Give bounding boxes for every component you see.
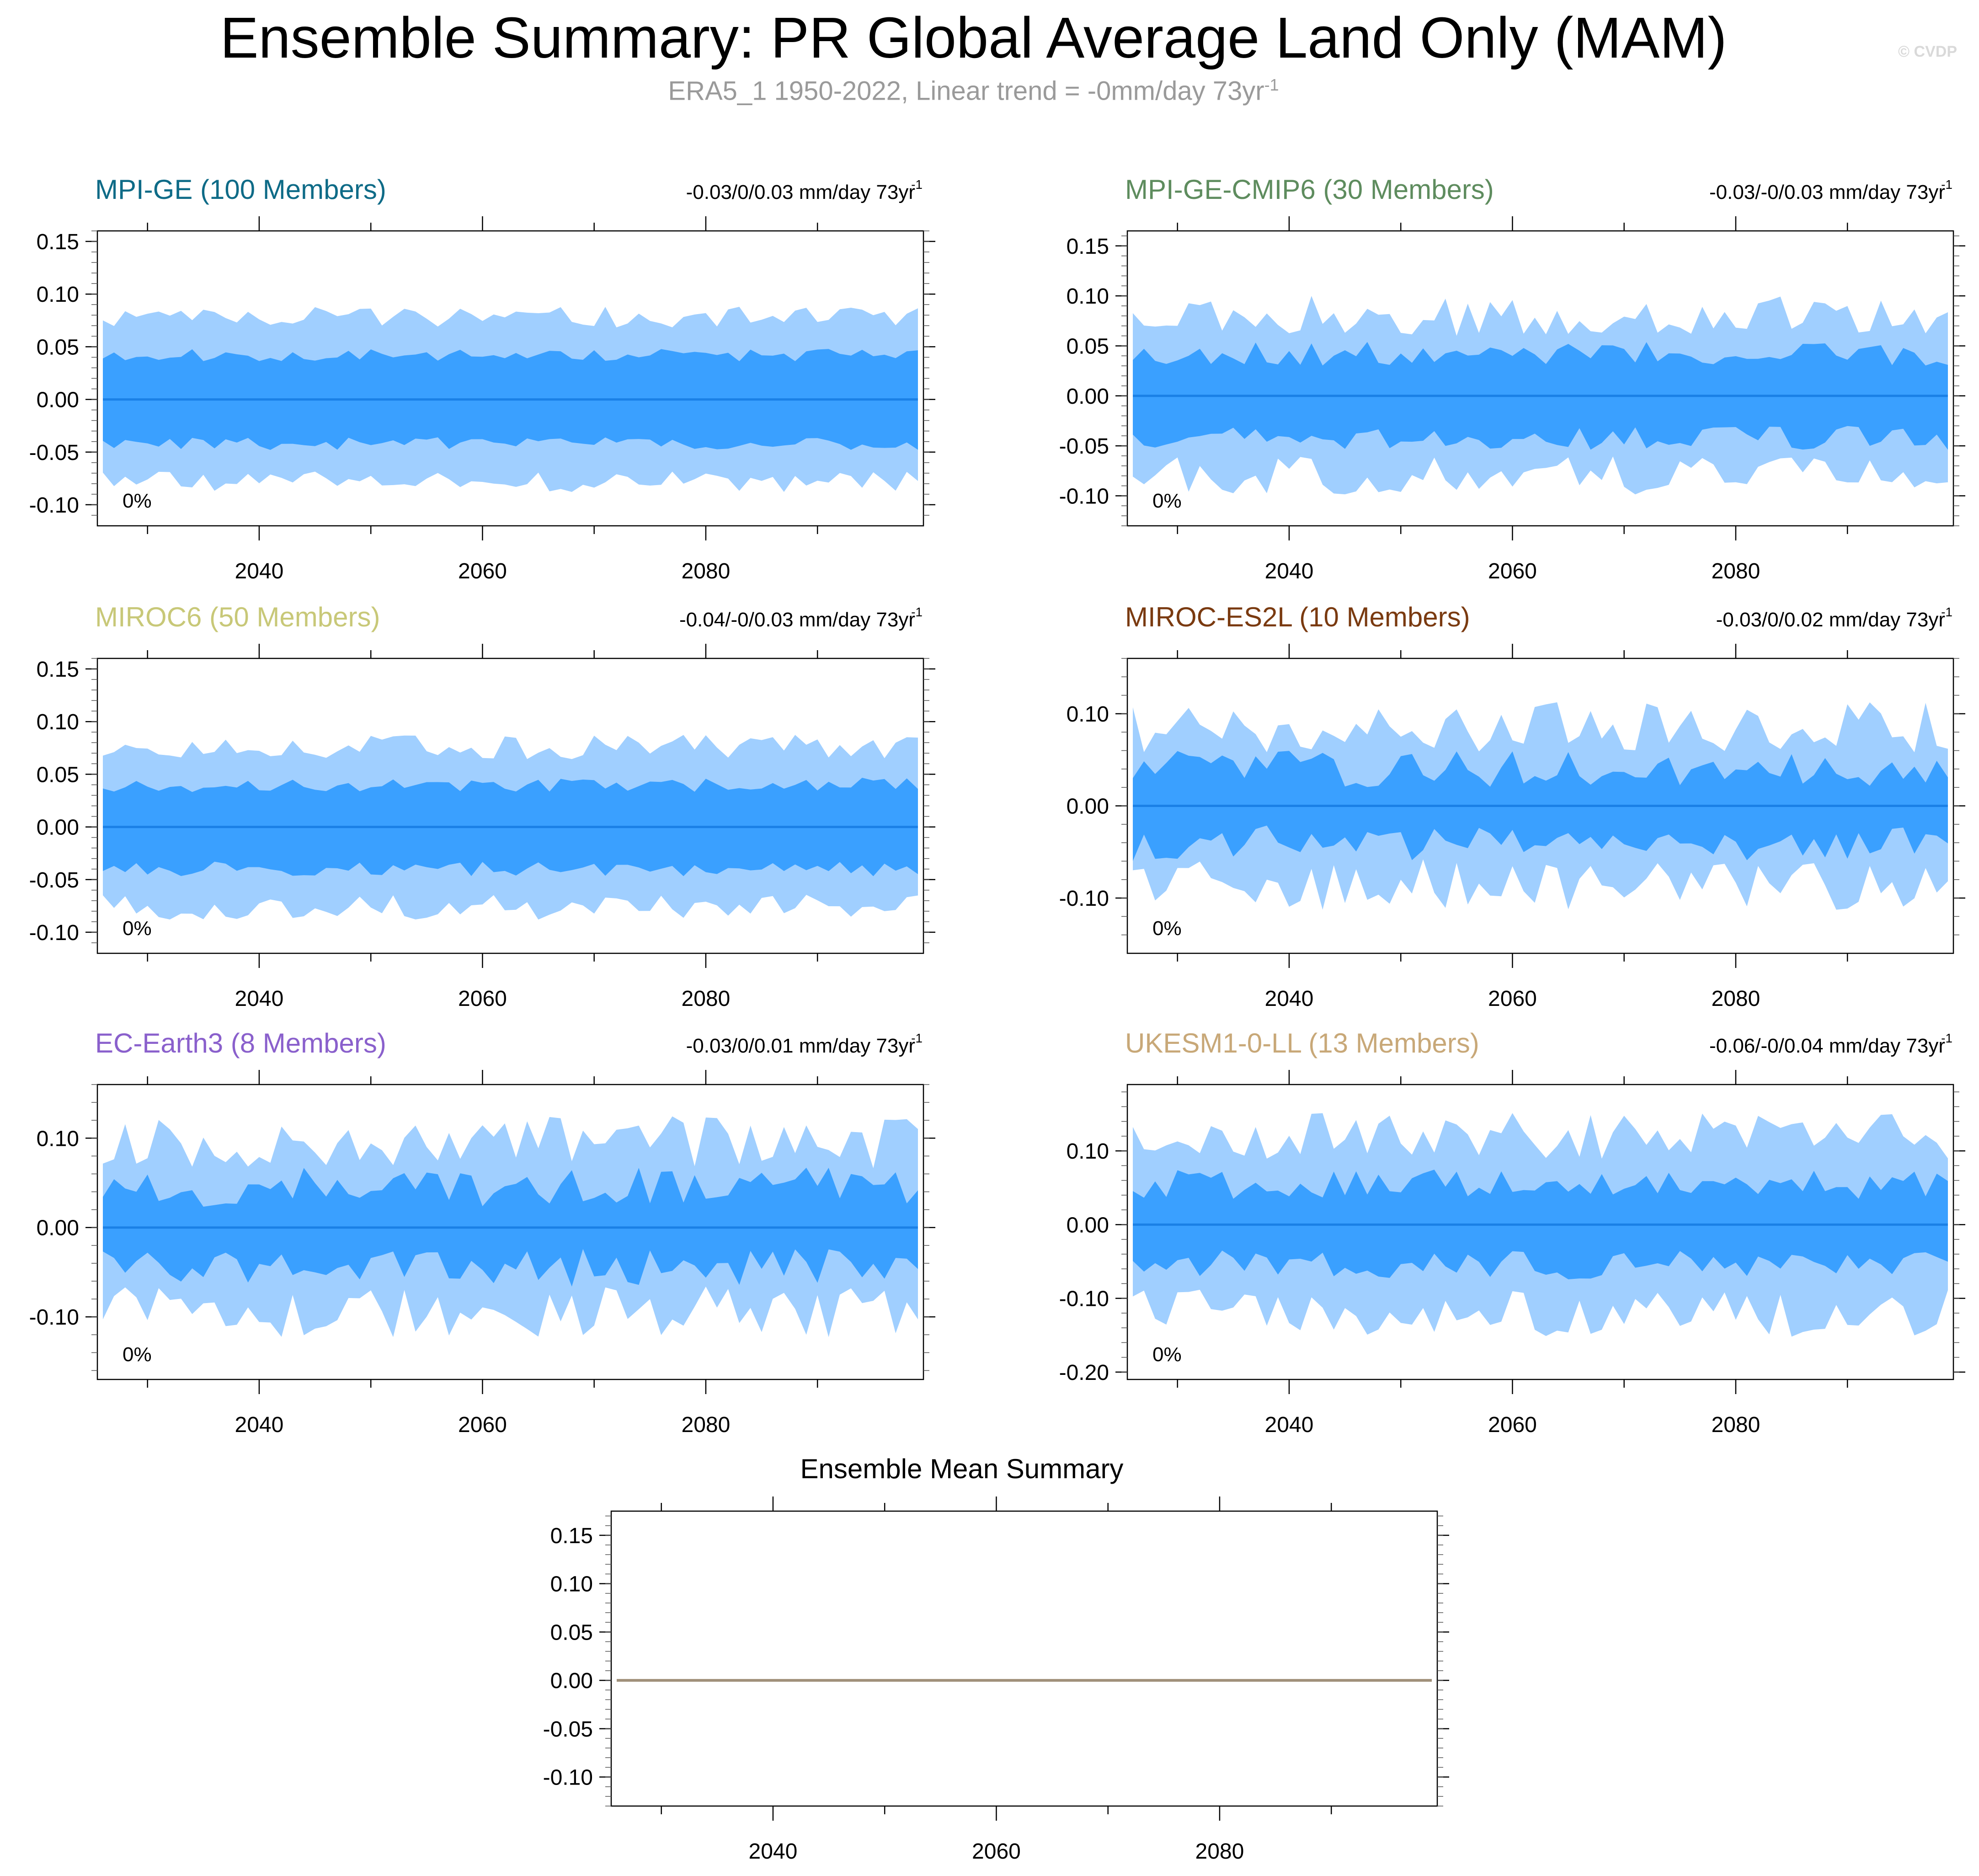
y-tick-label: 0.10	[37, 283, 79, 307]
y-tick-label: 0.00	[1067, 1213, 1109, 1237]
percent-label: 0%	[123, 917, 152, 940]
chart-panel-2: -0.10 -0.05 0.00 0.05 0.10 0.15 2040 2060 2080 MI…	[29, 602, 935, 1011]
main-title: Ensemble Summary: PR Global Average Land…	[220, 5, 1727, 70]
x-tick-label: 2040	[235, 1413, 284, 1437]
y-tick-label: 0.15	[37, 657, 79, 682]
plot-frame	[610, 1510, 1438, 1807]
y-tick-label: -0.10	[29, 493, 79, 518]
y-tick-label: 0.15	[37, 230, 79, 254]
chart-panel-3: -0.10 0.00 0.10 2040 2060 2080 MIROC-ES2L (10 …	[1059, 602, 1965, 1011]
y-tick-label: 0.00	[550, 1669, 593, 1693]
panel-title: MPI-GE (100 Members)	[95, 174, 386, 205]
panel-title: MIROC6 (50 Members)	[95, 602, 380, 632]
trend-label: -0.03/0/0.03 mm/day 73yr	[686, 181, 915, 203]
x-tick-label: 2040	[1265, 1413, 1314, 1437]
y-tick-label: -0.10	[1059, 484, 1109, 508]
trend-superscript: -1	[1941, 605, 1952, 619]
x-tick-label: 2080	[1712, 559, 1760, 583]
subtitle-superscript: -1	[1264, 75, 1279, 94]
x-tick-label: 2040	[235, 559, 284, 583]
x-tick-label: 2060	[458, 987, 507, 1011]
chart-panel-4: -0.10 0.00 0.10 2040 2060 2080 EC-Earth3 (8 Me…	[29, 1028, 935, 1437]
y-tick-label: 0.00	[37, 388, 79, 412]
y-tick-label: 0.00	[1067, 795, 1109, 819]
panel-title: EC-Earth3 (8 Members)	[95, 1028, 386, 1058]
y-tick-label: -0.10	[1059, 887, 1109, 911]
x-tick-label: 2080	[682, 559, 731, 583]
percent-label: 0%	[1152, 1343, 1182, 1366]
trend-label: -0.06/-0/0.04 mm/day 73yr	[1709, 1035, 1945, 1057]
y-tick-label: 0.10	[37, 1127, 79, 1151]
trend-label: -0.04/-0/0.03 mm/day 73yr	[679, 609, 915, 631]
x-tick-label: 2080	[1712, 987, 1760, 1011]
y-tick-label: 0.10	[1067, 284, 1109, 309]
trend-superscript: -1	[1941, 177, 1952, 192]
trend-label: -0.03/0/0.01 mm/day 73yr	[686, 1035, 915, 1057]
x-tick-label: 2060	[1488, 987, 1537, 1011]
chart-panel-5: -0.20 -0.10 0.00 0.10 2040 2060 2080 UKESM1-0-L…	[1059, 1028, 1965, 1437]
panel-title: UKESM1-0-LL (13 Members)	[1125, 1028, 1479, 1058]
x-tick-label: 2040	[749, 1839, 798, 1864]
x-tick-label: 2080	[1712, 1413, 1760, 1437]
y-tick-label: 0.00	[1067, 385, 1109, 409]
y-tick-label: 0.10	[37, 710, 79, 734]
trend-superscript: -1	[911, 1031, 923, 1045]
y-tick-label: -0.10	[1059, 1287, 1109, 1311]
y-tick-label: 0.05	[1067, 334, 1109, 358]
x-tick-label: 2040	[235, 987, 284, 1011]
x-tick-label: 2060	[458, 559, 507, 583]
x-tick-label: 2080	[682, 987, 731, 1011]
panel-title: MIROC-ES2L (10 Members)	[1125, 602, 1470, 632]
y-tick-label: -0.10	[543, 1766, 593, 1790]
mean-panel-title: Ensemble Mean Summary	[800, 1454, 1124, 1484]
x-tick-label: 2060	[1488, 1413, 1537, 1437]
trend-superscript: -1	[911, 177, 923, 192]
y-tick-label: 0.00	[37, 1216, 79, 1240]
y-tick-label: 0.05	[550, 1620, 593, 1645]
trend-superscript: -1	[911, 605, 923, 619]
y-tick-label: -0.05	[29, 441, 79, 465]
trend-label: -0.03/0/0.02 mm/day 73yr	[1716, 609, 1945, 631]
x-tick-label: 2060	[972, 1839, 1021, 1864]
trend-superscript: -1	[1941, 1031, 1952, 1045]
panel-title: MPI-GE-CMIP6 (30 Members)	[1125, 174, 1494, 205]
y-tick-label: -0.05	[1059, 434, 1109, 459]
copyright-label: © CVDP	[1898, 43, 1957, 60]
x-tick-label: 2080	[1195, 1839, 1244, 1864]
y-tick-label: 0.00	[37, 816, 79, 840]
main-subtitle: ERA5_1 1950-2022, Linear trend = -0mm/da…	[0, 75, 1947, 106]
percent-label: 0%	[123, 490, 152, 512]
percent-label: 0%	[1152, 917, 1182, 940]
y-tick-label: -0.10	[29, 921, 79, 945]
plot-frame	[1126, 1084, 1954, 1380]
y-tick-label: 0.15	[1067, 235, 1109, 259]
plot-frame	[1126, 230, 1954, 527]
y-tick-label: 0.05	[37, 763, 79, 787]
y-tick-label: -0.05	[543, 1717, 593, 1742]
trend-label: -0.03/-0/0.03 mm/day 73yr	[1709, 181, 1945, 203]
x-tick-label: 2060	[458, 1413, 507, 1437]
percent-label: 0%	[1152, 490, 1182, 512]
x-tick-label: 2040	[1265, 987, 1314, 1011]
y-tick-label: 0.10	[1067, 1139, 1109, 1164]
y-tick-label: 0.05	[37, 335, 79, 359]
chart-panel-0: -0.10 -0.05 0.00 0.05 0.10 0.15 2040 2060 2080 MP…	[29, 174, 935, 583]
chart-panel-1: -0.10 -0.05 0.00 0.05 0.10 0.15 2040 2060 2080 MP…	[1059, 174, 1965, 583]
plot-frame	[96, 1084, 924, 1380]
y-tick-label: 0.10	[1067, 702, 1109, 727]
x-tick-label: 2080	[682, 1413, 731, 1437]
y-tick-label: -0.10	[29, 1305, 79, 1330]
x-tick-label: 2060	[1488, 559, 1537, 583]
y-tick-label: 0.15	[550, 1524, 593, 1548]
y-tick-label: 0.10	[550, 1572, 593, 1597]
y-tick-label: -0.05	[29, 868, 79, 893]
y-tick-label: -0.20	[1059, 1361, 1109, 1385]
chart-panel-6: -0.10 -0.05 0.00 0.05 0.10 0.15 2040 2060 2080 En…	[543, 1454, 1449, 1864]
x-tick-label: 2040	[1265, 559, 1314, 583]
percent-label: 0%	[123, 1343, 152, 1366]
subtitle-text: ERA5_1 1950-2022, Linear trend = -0mm/da…	[668, 76, 1264, 106]
